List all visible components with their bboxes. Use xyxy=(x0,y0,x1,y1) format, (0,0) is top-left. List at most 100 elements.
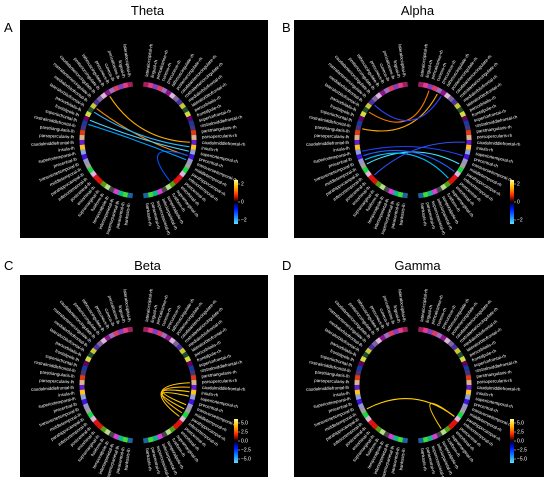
node-marker xyxy=(357,403,365,410)
node-marker xyxy=(184,162,192,170)
node-marker xyxy=(81,398,88,405)
node-marker xyxy=(188,153,195,160)
node-marker xyxy=(82,158,90,165)
region-label: caudalmiddlefrontal-rh xyxy=(202,385,246,392)
node-marker xyxy=(422,82,429,89)
node-marker xyxy=(354,384,360,391)
panel-b-title: Alpha xyxy=(400,3,435,18)
node-marker xyxy=(108,431,116,438)
region-label: insula-lh xyxy=(58,145,75,152)
connection-line xyxy=(162,389,190,406)
region-label: lingual-rh xyxy=(150,304,159,323)
node-marker xyxy=(82,360,90,367)
region-label: parsopercularis-lh xyxy=(39,133,75,140)
node-marker xyxy=(354,129,361,136)
panel-d-title: Gamma xyxy=(394,258,441,273)
region-label: parsopercularis-rh xyxy=(477,133,513,140)
region-label: lateraloccipital-rh xyxy=(419,288,429,322)
node-marker xyxy=(359,407,367,415)
node-marker xyxy=(431,330,439,337)
node-marker xyxy=(152,190,159,197)
node-marker xyxy=(156,433,164,440)
node-marker xyxy=(466,379,472,386)
colorbar-tick-label: −5.0 xyxy=(517,456,527,462)
node-marker xyxy=(122,436,129,443)
node-marker xyxy=(108,87,116,94)
region-label: parstriangularis-rh xyxy=(201,124,237,134)
node-marker xyxy=(431,188,439,195)
node-marker xyxy=(402,192,409,199)
node-marker xyxy=(81,365,88,372)
colorbar xyxy=(510,419,514,463)
node-marker xyxy=(108,332,116,339)
node-marker xyxy=(160,87,168,94)
region-label: insula-lh xyxy=(333,145,350,152)
node-marker xyxy=(181,106,189,114)
node-marker xyxy=(355,369,362,376)
node-marker xyxy=(383,332,391,339)
node-marker xyxy=(191,139,197,146)
region-label: bankssts-lh xyxy=(123,202,131,225)
region-label: lateraloccipital-rh xyxy=(419,43,429,77)
connection-line xyxy=(96,108,188,157)
node-marker xyxy=(122,82,129,89)
region-label: lingual-rh xyxy=(425,59,434,78)
node-marker xyxy=(147,82,154,89)
node-marker xyxy=(427,83,434,90)
region-label: paracentral-rh xyxy=(425,202,436,230)
region-label: paracentral-lh xyxy=(115,446,126,474)
node-marker xyxy=(354,389,361,396)
node-marker xyxy=(181,351,189,359)
node-marker xyxy=(127,192,134,199)
region-label: lingual-lh xyxy=(118,60,127,79)
node-marker xyxy=(402,437,409,444)
node-marker xyxy=(362,106,370,114)
node-marker xyxy=(152,328,159,335)
node-marker xyxy=(189,369,196,376)
node-marker xyxy=(117,435,124,442)
node-marker xyxy=(456,351,464,359)
node-marker xyxy=(357,360,365,367)
colorbar-tick-label: 2.5 xyxy=(517,429,524,435)
node-marker xyxy=(383,431,391,438)
node-marker xyxy=(142,437,149,444)
region-label: insula-rh xyxy=(201,145,219,152)
node-marker xyxy=(184,407,192,415)
node-marker xyxy=(354,144,361,151)
node-marker xyxy=(80,149,87,156)
colorbar-tick-label: −5.0 xyxy=(241,456,251,462)
node-marker xyxy=(465,389,472,396)
node-marker xyxy=(191,379,197,386)
node-marker xyxy=(79,144,86,151)
node-marker xyxy=(465,129,472,136)
colorbar-tick-label: 0.0 xyxy=(241,438,248,444)
region-label: parstriangularis-rh xyxy=(476,124,512,134)
region-label: bankssts-rh xyxy=(420,203,428,227)
region-label: bankssts-rh xyxy=(145,448,153,472)
node-marker xyxy=(122,327,129,334)
node-marker xyxy=(466,139,472,146)
region-label: bankssts-lh xyxy=(398,447,406,470)
node-marker xyxy=(147,436,154,443)
node-marker xyxy=(355,394,362,401)
node-marker xyxy=(466,384,472,391)
region-label: insula-rh xyxy=(476,145,494,152)
node-marker xyxy=(387,433,395,440)
node-marker xyxy=(186,158,194,165)
colorbar xyxy=(234,180,238,224)
region-label: bankssts-lh xyxy=(398,202,406,225)
node-marker xyxy=(435,332,443,339)
node-marker xyxy=(127,437,134,444)
node-marker xyxy=(461,403,469,410)
node-marker xyxy=(80,394,87,401)
node-marker xyxy=(156,330,164,337)
panel-a-title: Theta xyxy=(130,3,165,18)
node-marker xyxy=(422,327,429,334)
region-label: parsopercularis-rh xyxy=(477,378,513,385)
node-marker xyxy=(417,192,424,199)
node-marker xyxy=(459,162,467,170)
node-marker xyxy=(190,389,197,396)
panel-b-letter: B xyxy=(282,20,291,35)
node-marker xyxy=(392,435,399,442)
connection-line xyxy=(161,392,189,410)
